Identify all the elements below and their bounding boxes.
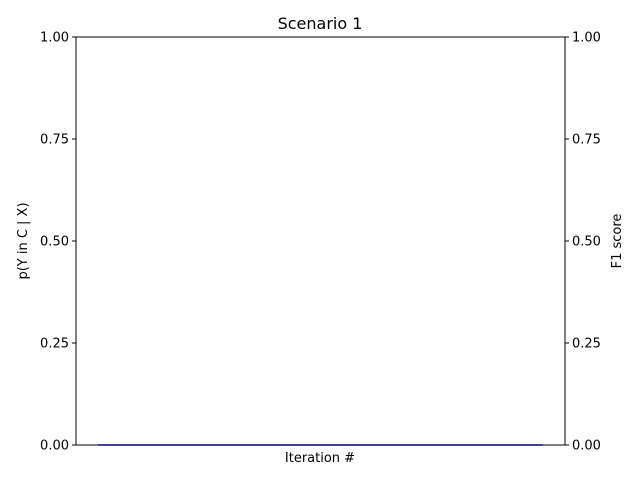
right-y-tick-label: 0.50 (572, 235, 601, 250)
left-y-axis-label: p(Y in C | X) (16, 202, 31, 279)
x-axis-label: Iteration # (285, 451, 355, 466)
plot-area (75, 36, 566, 446)
left-y-tick-label: 1.00 (40, 31, 69, 46)
left-y-tick-label: 0.50 (40, 235, 69, 250)
left-y-tick-label: 0.75 (40, 133, 69, 148)
left-y-tick-label: 0.25 (40, 337, 69, 352)
right-y-axis-label: F1 score (610, 214, 625, 269)
right-y-tick-label: 0.25 (572, 337, 601, 352)
right-y-axis-ticks: 0.00 0.25 0.50 0.75 1.00 (565, 31, 601, 454)
left-y-tick-label: 0.00 (40, 439, 69, 454)
left-y-axis-ticks: 0.00 0.25 0.50 0.75 1.00 (40, 31, 76, 454)
chart-title: Scenario 1 (278, 14, 363, 33)
right-y-tick-label: 1.00 (572, 31, 601, 46)
right-y-tick-label: 0.00 (572, 439, 601, 454)
right-y-tick-label: 0.75 (572, 133, 601, 148)
